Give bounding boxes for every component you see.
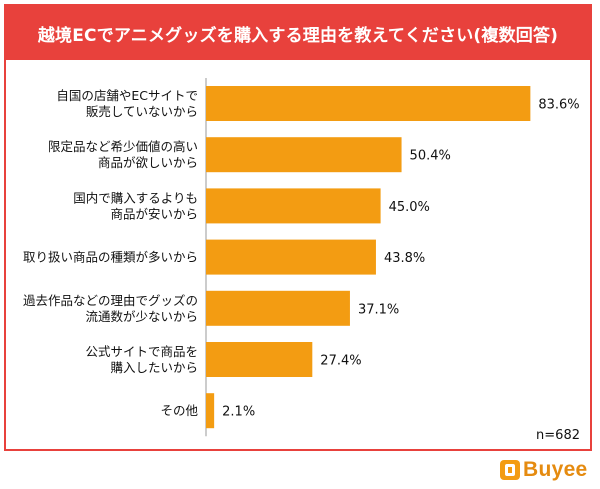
- category-label-4: 取り扱い商品の種類が多いから: [23, 250, 198, 265]
- buyee-logo-icon: [500, 460, 520, 480]
- value-label-2: 50.4%: [410, 149, 451, 164]
- buyee-logo-text: Buyee: [523, 458, 588, 481]
- chart-title: 越境ECでアニメグッズを購入する理由を教えてください(複数回答): [6, 6, 590, 60]
- bar-4: [206, 239, 376, 275]
- chart-frame: 越境ECでアニメグッズを購入する理由を教えてください(複数回答) 83.6% 自国…: [4, 4, 592, 451]
- value-label-5: 37.1%: [358, 302, 399, 317]
- bar-6: [206, 342, 313, 377]
- value-label-7: 2.1%: [222, 405, 255, 420]
- bar-3: [206, 188, 381, 224]
- bar-chart: 83.6% 自国の店舗やECサイトで販売していないから 50.4% 限定品など希少価値…: [23, 78, 580, 437]
- category-label-2: 限定品など希少価値の高い商品が欲しいから: [48, 139, 198, 170]
- category-label-7: その他: [160, 403, 198, 418]
- value-label-3: 45.0%: [389, 200, 430, 215]
- value-label-6: 27.4%: [320, 354, 361, 369]
- buyee-logo: Buyee: [500, 457, 588, 483]
- category-label-3: 国内で購入するよりも商品が安いから: [73, 190, 198, 221]
- sample-size-note: n=682: [536, 428, 580, 443]
- bar-7: [206, 393, 215, 429]
- category-label-6: 公式サイトで商品を購入したいから: [85, 344, 198, 375]
- bar-5: [206, 290, 350, 326]
- category-label-1: 自国の店舗やECサイトで販売していないから: [56, 88, 198, 119]
- bar-2: [206, 137, 402, 173]
- bar-1: [206, 86, 531, 121]
- value-label-4: 43.8%: [384, 251, 425, 266]
- category-label-5: 過去作品などの理由でグッズの流通数が少ないから: [23, 293, 198, 324]
- value-label-1: 83.6%: [538, 98, 579, 113]
